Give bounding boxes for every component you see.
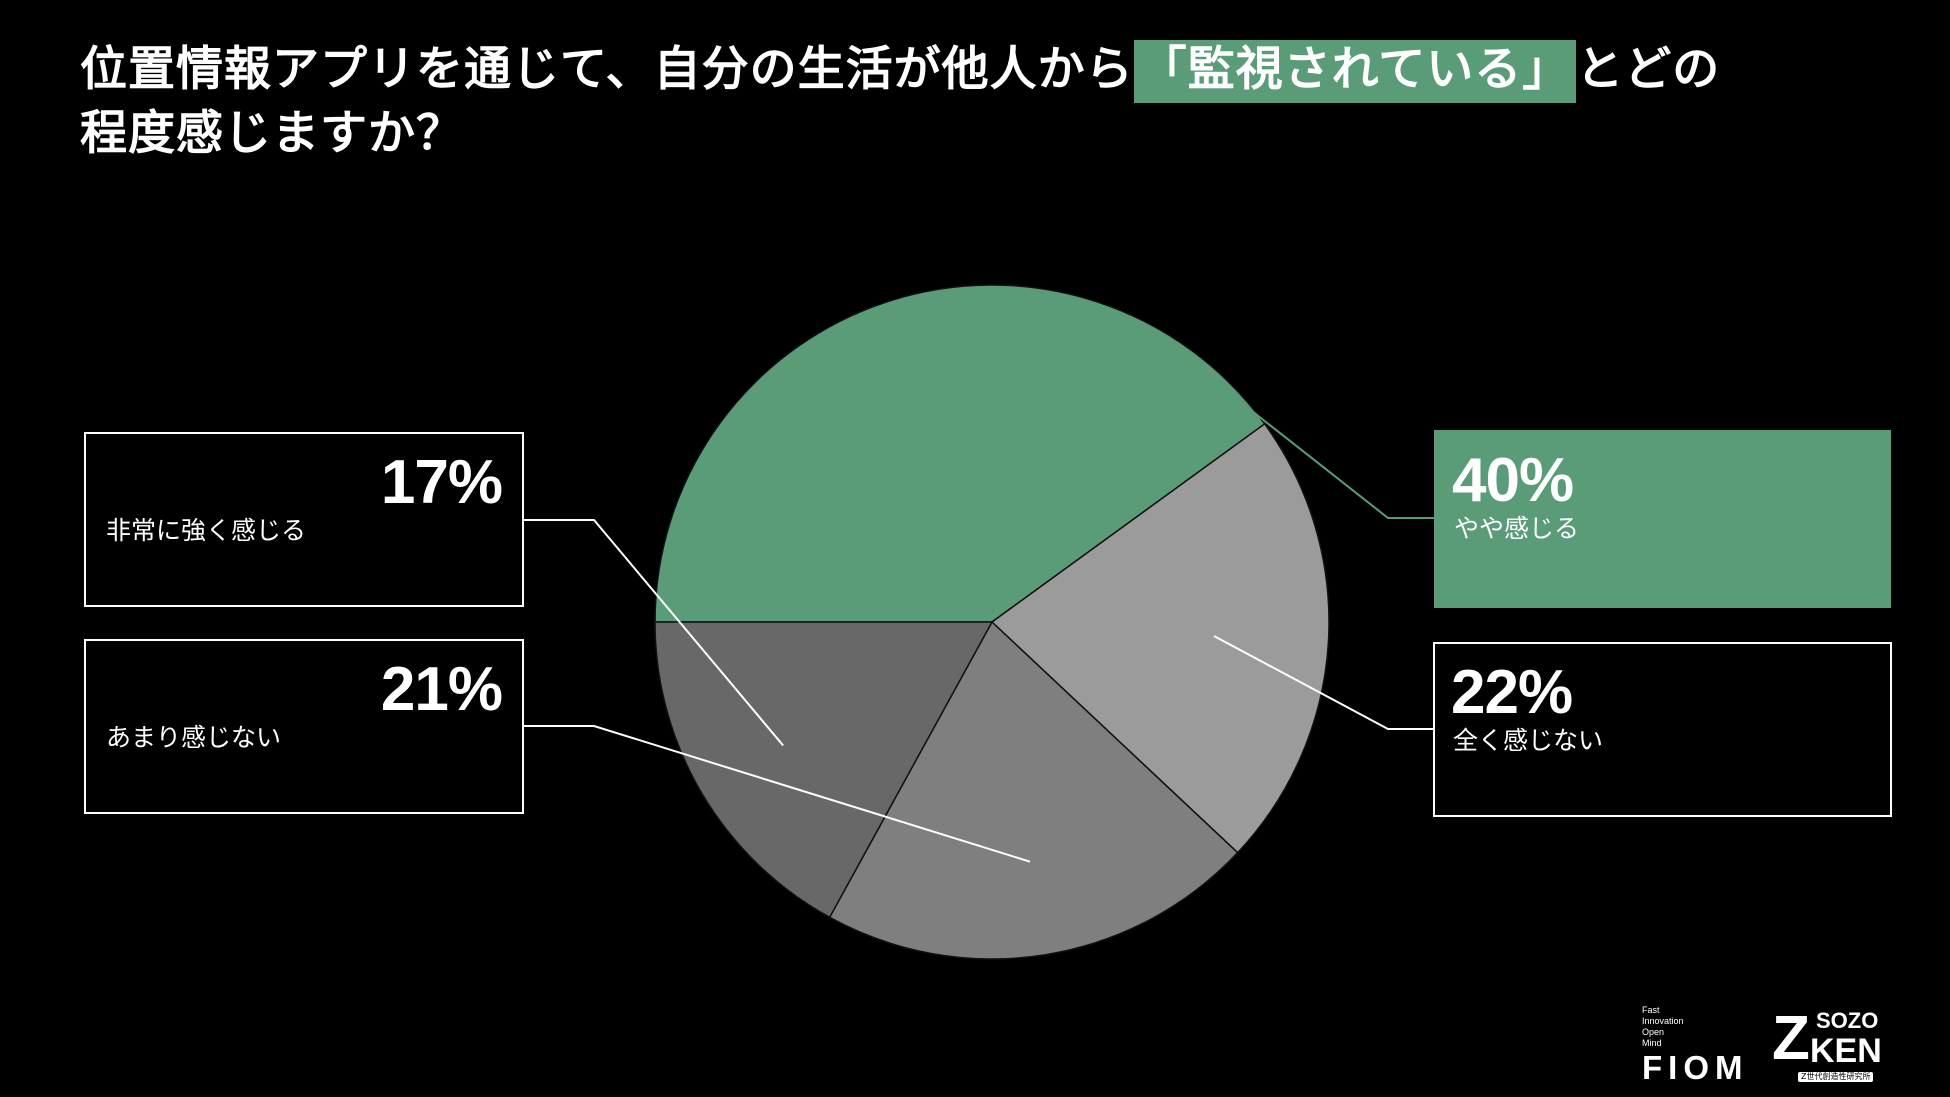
pie-slice-somewhat <box>654 284 1266 623</box>
pie-slice-not-much <box>828 620 1239 960</box>
sozoken-logo: Z SOZO KEN Z世代創造性研究所 <box>1772 1008 1894 1084</box>
percent-label: 40% <box>1452 446 1574 515</box>
label-box-not-much: 21% あまり感じない <box>84 639 524 814</box>
fiom-wordmark: FIOM <box>1642 1049 1749 1086</box>
title-text-part1: 位置情報アプリを通じて、自分の生活が他人から <box>80 42 1134 97</box>
fiom-small-line: Mind <box>1642 1038 1662 1048</box>
category-label: やや感じる <box>1454 514 1580 543</box>
sozoken-bottom-text: KEN <box>1810 1032 1882 1070</box>
leader-line-very-strongly <box>524 519 784 747</box>
label-box-very-strongly: 17% 非常に強く感じる <box>84 432 524 607</box>
fiom-small-line: Open <box>1642 1027 1665 1037</box>
percent-label: 21% <box>380 655 503 724</box>
category-label: 非常に強く感じる <box>106 516 307 545</box>
pie-slice-not-at-all <box>990 422 1330 854</box>
leader-line-somewhat <box>1246 406 1434 519</box>
category-label: あまり感じない <box>106 723 282 752</box>
title-text-part2: とどの <box>1576 42 1721 97</box>
title-highlight: 「監視されている」 <box>1133 40 1577 103</box>
category-label: 全く感じない <box>1453 726 1604 755</box>
percent-label: 17% <box>380 448 503 517</box>
sozoken-subtitle: Z世代創造性研究所 <box>1798 1072 1874 1082</box>
title-text-line2: 程度感じますか？ <box>80 106 464 161</box>
leader-line-not-at-all <box>1213 635 1433 730</box>
sozoken-z-mark: Z <box>1772 1004 1810 1073</box>
fiom-logo: Fast Innovation Open Mind FIOM <box>1642 1005 1748 1084</box>
label-box-somewhat: 40% やや感じる <box>1434 430 1891 608</box>
fiom-small-line: Innovation <box>1642 1016 1684 1026</box>
leader-line-not-much <box>524 725 1031 863</box>
label-box-not-at-all: 22% 全く感じない <box>1433 642 1892 817</box>
sozoken-top-text: SOZO <box>1816 1008 1879 1033</box>
fiom-small-line: Fast <box>1642 1005 1660 1015</box>
percent-label: 22% <box>1451 658 1573 727</box>
chart-title: 位置情報アプリを通じて、自分の生活が他人から 「監視されている」 とどの 程度感じま… <box>80 38 1780 166</box>
pie-slice-very-strongly <box>654 621 994 919</box>
